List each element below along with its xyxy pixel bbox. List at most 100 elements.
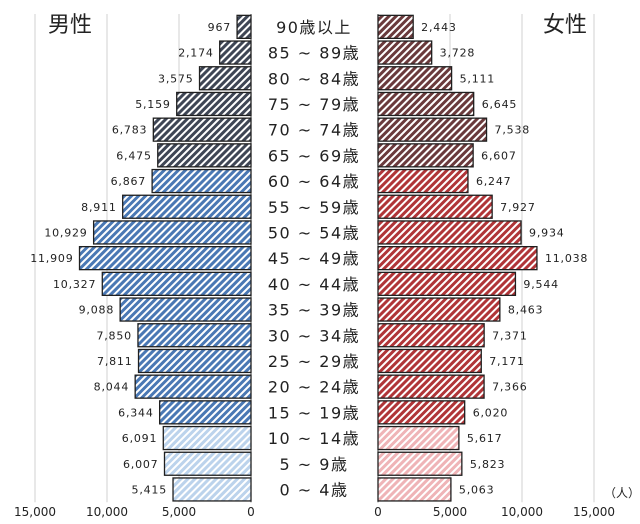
bar-female: [377, 271, 517, 297]
x-tick-label-male: 10,000: [86, 505, 128, 519]
male-title: 男性: [48, 13, 92, 38]
age-category-label: 0 ~ 4歳: [280, 480, 349, 499]
value-label-female: 7,538: [495, 124, 531, 137]
bar-male: [219, 40, 252, 65]
value-label-male: 6,783: [112, 124, 148, 137]
bar-male: [151, 168, 252, 194]
bar-male: [162, 425, 252, 451]
bar-male: [157, 143, 252, 168]
value-label-male: 7,850: [96, 329, 132, 342]
bar-female: [377, 66, 453, 91]
bar-male: [137, 348, 252, 374]
bar-male: [163, 451, 252, 476]
value-label-female: 7,171: [489, 355, 525, 368]
unit-label: （人）: [604, 486, 640, 500]
value-label-female: 6,645: [482, 98, 518, 111]
bar-male: [198, 66, 252, 91]
bar-female: [377, 374, 485, 399]
bar-female: [377, 400, 466, 425]
x-tick-label-male: 0: [247, 505, 255, 519]
bar-male: [137, 323, 252, 348]
bar-female: [377, 245, 538, 271]
value-label-male: 7,811: [97, 355, 133, 368]
value-label-male: 5,415: [132, 483, 168, 496]
bar-male: [176, 91, 252, 117]
bar-male: [152, 117, 252, 142]
value-label-male: 967: [208, 21, 231, 34]
bar-female: [377, 143, 474, 168]
value-label-male: 6,475: [116, 149, 152, 162]
age-category-label: 85 ~ 89歳: [268, 44, 360, 63]
value-label-male: 8,044: [94, 381, 130, 394]
female-title: 女性: [543, 13, 587, 38]
value-label-male: 9,088: [79, 304, 115, 317]
bar-male: [134, 374, 252, 399]
bar-female: [377, 40, 433, 65]
value-label-male: 5,159: [135, 98, 171, 111]
bar-female: [377, 425, 460, 451]
value-label-female: 2,443: [421, 21, 457, 34]
value-label-female: 3,728: [440, 47, 476, 60]
value-label-male: 3,575: [158, 72, 194, 85]
value-label-male: 11,909: [30, 252, 73, 265]
bar-female: [377, 194, 493, 219]
value-label-female: 6,247: [476, 175, 512, 188]
x-tick-label-female: 15,000: [573, 505, 615, 519]
bar-male: [122, 194, 252, 219]
bar-male: [101, 271, 252, 297]
bar-male: [236, 14, 252, 40]
value-label-male: 6,344: [118, 406, 154, 419]
value-label-male: 10,929: [44, 226, 87, 239]
value-label-male: 2,174: [178, 47, 214, 60]
age-category-label: 80 ~ 84歳: [268, 69, 360, 88]
bar-female: [377, 14, 414, 40]
bar-male: [158, 400, 252, 425]
age-category-label: 30 ~ 34歳: [268, 326, 360, 345]
value-label-male: 6,091: [122, 432, 158, 445]
value-label-female: 6,607: [481, 149, 517, 162]
age-category-label: 65 ~ 69歳: [268, 146, 360, 165]
value-label-male: 10,327: [53, 278, 96, 291]
age-category-label: 15 ~ 19歳: [268, 403, 360, 422]
age-category-label: 60 ~ 64歳: [268, 172, 360, 191]
bar-male: [172, 477, 252, 502]
age-category-label: 50 ~ 54歳: [268, 223, 360, 242]
labels-layer: 15,000 10,000 5,000 0 0 5,000 10,000 15,000 967 2…: [14, 18, 615, 519]
age-category-label: 10 ~ 14歳: [268, 429, 360, 448]
bar-female: [377, 451, 463, 476]
bar-female: [377, 297, 501, 322]
x-tick-label-male: 5,000: [162, 505, 196, 519]
value-label-female: 5,111: [460, 72, 496, 85]
age-category-label: 70 ~ 74歳: [268, 121, 360, 140]
value-label-female: 8,463: [508, 304, 544, 317]
age-category-label: 55 ~ 59歳: [268, 198, 360, 217]
value-label-female: 5,063: [459, 483, 495, 496]
bar-female: [377, 477, 452, 502]
value-label-female: 5,823: [470, 458, 506, 471]
bar-male: [119, 297, 252, 322]
value-label-male: 6,867: [111, 175, 147, 188]
bar-male: [78, 245, 252, 271]
value-label-female: 11,038: [545, 252, 588, 265]
bar-female: [377, 117, 488, 142]
bars-layer: [78, 14, 538, 502]
value-label-female: 6,020: [473, 406, 509, 419]
bar-female: [377, 91, 475, 117]
age-category-label: 25 ~ 29歳: [268, 352, 360, 371]
age-category-label: 35 ~ 39歳: [268, 301, 360, 320]
age-category-label: 40 ~ 44歳: [268, 275, 360, 294]
bar-female: [377, 220, 522, 245]
bar-female: [377, 323, 485, 348]
x-tick-label-male: 15,000: [14, 505, 56, 519]
value-label-female: 9,934: [529, 226, 565, 239]
x-tick-label-female: 0: [374, 505, 382, 519]
x-tick-label-female: 10,000: [501, 505, 543, 519]
age-category-label: 90歳以上: [276, 18, 352, 37]
value-label-male: 6,007: [123, 458, 159, 471]
x-tick-label-female: 5,000: [433, 505, 467, 519]
value-label-female: 5,617: [467, 432, 503, 445]
age-category-label: 75 ~ 79歳: [268, 95, 360, 114]
age-category-label: 45 ~ 49歳: [268, 249, 360, 268]
bar-female: [377, 348, 482, 374]
